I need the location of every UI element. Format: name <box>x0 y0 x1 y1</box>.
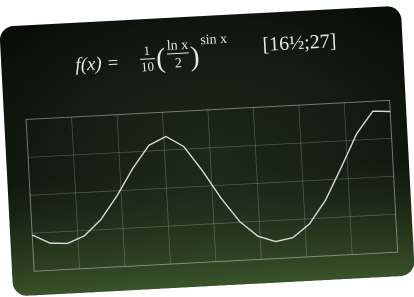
screenshot: f(x) = 1 10 ( ln x 2 ) sin x [16½;27] <box>0 0 414 297</box>
formula-den: 10 <box>141 59 155 75</box>
formula-exponent: sin x <box>200 32 228 48</box>
interval: [16½;27] <box>262 30 337 56</box>
foliage-ground <box>7 159 414 296</box>
formula-inner-num: ln x <box>166 38 188 54</box>
formula-lhs: f(x) = <box>75 52 120 75</box>
paren-right: ) <box>189 41 200 72</box>
paren-left: ( <box>155 43 166 74</box>
formula-num: 1 <box>143 43 150 58</box>
card: f(x) = 1 10 ( ln x 2 ) sin x [16½;27] <box>0 6 414 297</box>
page: {"chart_data": {"type": "line", "formula… <box>0 0 414 297</box>
formula-inner-den: 2 <box>175 56 183 71</box>
